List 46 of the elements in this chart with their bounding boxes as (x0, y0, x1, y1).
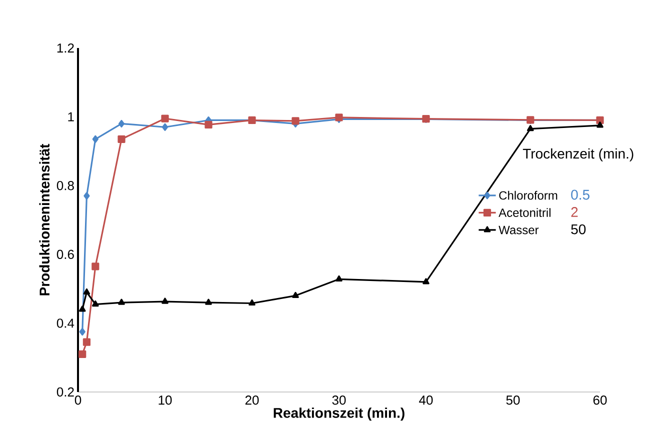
point (84, 192, 90, 200)
y-tick-label: 0.6 (56, 250, 74, 259)
annotation: 50 (571, 224, 586, 234)
point (118, 298, 125, 305)
point (92, 262, 100, 270)
y-tick-label: 0.8 (56, 180, 74, 190)
y-axis-title: Produktionenintensität (39, 144, 50, 296)
point (204, 120, 212, 129)
x-tick-label: 50 (506, 396, 520, 405)
annotation: 0.5 (571, 190, 590, 200)
point (92, 300, 99, 307)
y-tick-label: 0.2 (56, 387, 74, 397)
x-tick-label: 10 (158, 396, 172, 405)
point (92, 135, 98, 143)
point (78, 350, 86, 358)
point (205, 298, 212, 305)
x-tick-label: 30 (332, 396, 346, 405)
point (161, 114, 169, 122)
point (292, 292, 299, 298)
y-tick-label: 1 (68, 112, 74, 122)
point (82, 338, 91, 346)
annotation: 2 (571, 207, 578, 217)
point (527, 125, 534, 132)
point (596, 122, 604, 128)
point (78, 306, 86, 312)
point (162, 123, 168, 131)
x-axis-title: Reaktionszeit (min.) (274, 408, 404, 421)
y-tick-label: 1.2 (57, 43, 74, 53)
point (292, 117, 300, 125)
point (79, 328, 86, 336)
x-tick-label: 0 (74, 396, 82, 405)
legend-label: Wasser (498, 226, 539, 234)
point (118, 135, 126, 143)
point (422, 278, 430, 284)
x-tick-label: 20 (245, 396, 259, 405)
point (162, 298, 168, 304)
point (336, 275, 342, 282)
x-tick-label: 40 (419, 396, 433, 405)
y-tick-label: 0.4 (56, 318, 74, 328)
legend-label: Acetonitril (498, 208, 550, 217)
point (248, 299, 256, 306)
point (83, 288, 90, 295)
legend-title: Trockenzeit (min.) (522, 148, 634, 162)
point (118, 120, 125, 128)
x-tick-label: 60 (593, 396, 607, 405)
legend-label: Chloroform (499, 190, 558, 200)
